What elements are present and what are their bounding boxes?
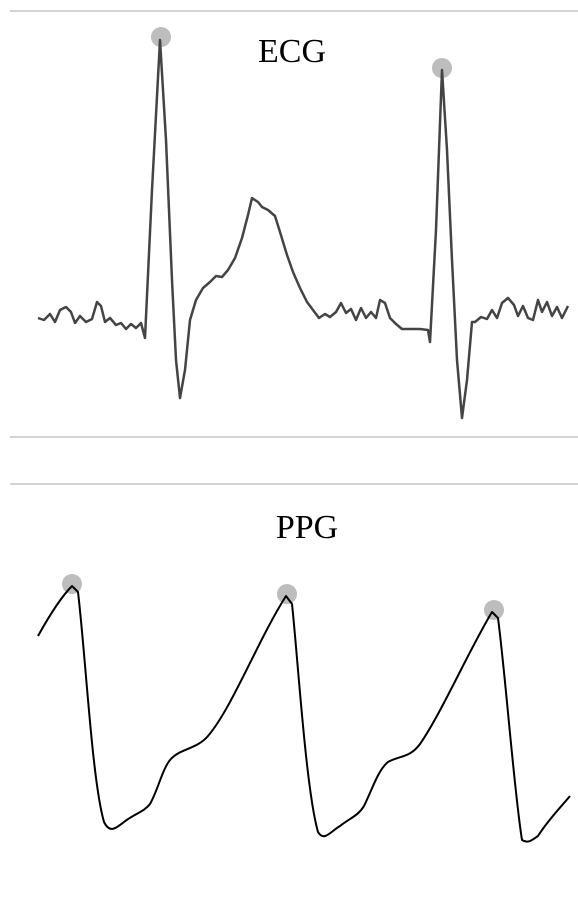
ecg-waveform [37, 38, 570, 420]
ecg-title: ECG [258, 33, 326, 70]
ppg-peak-marker [62, 574, 82, 594]
ecg-peak-marker [432, 58, 452, 78]
ppg-waveform [37, 585, 571, 843]
ppg-title: PPG [276, 509, 338, 546]
ppg-peak-marker [277, 584, 297, 604]
ecg-peak-marker [151, 27, 171, 47]
ppg-peak-marker [484, 600, 504, 620]
